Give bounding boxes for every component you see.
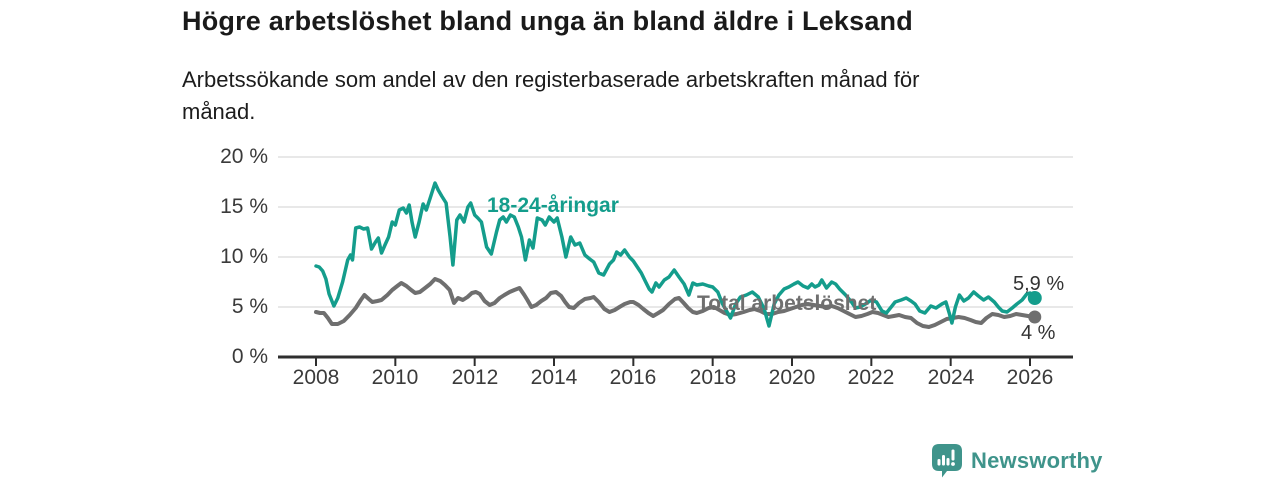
end-value-label-young: 5,9 % bbox=[1013, 273, 1065, 295]
y-tick-label: 5 % bbox=[231, 295, 268, 318]
series-label-total: Total arbetslöshet bbox=[697, 292, 877, 315]
series-lines-group bbox=[314, 181, 1037, 329]
x-axis-group bbox=[278, 355, 1073, 366]
newsworthy-logo[interactable]: Newsworthy bbox=[932, 442, 1103, 480]
x-tick-label: 2020 bbox=[768, 366, 816, 389]
newsworthy-wordmark: Newsworthy bbox=[971, 448, 1103, 473]
x-tick-label: 2012 bbox=[451, 366, 499, 389]
x-tick-label: 2022 bbox=[847, 366, 895, 389]
end-value-label-total: 4 % bbox=[1021, 322, 1056, 344]
series-label-young: 18-24-åringar bbox=[487, 194, 619, 217]
x-tick-label: 2010 bbox=[371, 366, 419, 389]
end-markers-group bbox=[1027, 291, 1042, 324]
y-tick-label: 10 % bbox=[220, 245, 268, 268]
x-tick-label: 2026 bbox=[1006, 366, 1054, 389]
y-tick-label: 20 % bbox=[220, 145, 268, 168]
x-tick-label: 2018 bbox=[689, 366, 737, 389]
speech-bubble-bar-chart-icon bbox=[932, 444, 962, 478]
x-tick-label: 2016 bbox=[609, 366, 657, 389]
y-tick-label: 15 % bbox=[220, 195, 268, 218]
y-tick-label: 0 % bbox=[231, 345, 268, 368]
x-tick-label: 2008 bbox=[292, 366, 340, 389]
chart-subtitle: Arbetssökande som andel av den registerb… bbox=[182, 67, 920, 124]
page-title: Högre arbetslöshet bland unga än bland ä… bbox=[182, 6, 913, 36]
x-tick-label: 2014 bbox=[530, 366, 578, 389]
x-tick-label: 2024 bbox=[927, 366, 975, 389]
